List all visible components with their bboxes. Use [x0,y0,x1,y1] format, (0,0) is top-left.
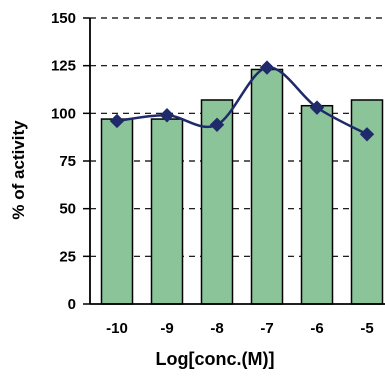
bar [150,118,184,305]
y-tick-label: 150 [51,10,76,27]
x-tick-label: -7 [260,320,273,337]
line-point-marker [159,108,175,123]
bar [300,104,334,305]
y-tick-label: 75 [59,153,76,170]
axis-layer: 0 25 50 75 100 125 150 -10 -9 -8 -7 -6 -5 [51,10,385,337]
y-tick-label: 50 [59,201,76,218]
x-axis-label: Log[conc.(M)] [156,349,275,369]
line-layer [109,60,375,142]
line-point-marker [359,127,375,142]
line-point-marker [109,113,125,129]
x-tick-label: -8 [210,320,223,337]
x-tick-label: -6 [310,320,323,337]
line-point-marker [309,100,325,115]
bar [100,118,134,305]
y-tick-label: 0 [68,296,76,313]
y-axis-label: % of activity [9,120,28,220]
x-tick-label: -9 [160,320,173,337]
bar [250,68,284,305]
x-tick-label: -5 [360,320,373,337]
line-point-marker [209,117,225,132]
grid-layer [90,17,385,257]
line-point-marker [259,60,275,75]
bar-layer [100,68,384,305]
y-tick-label: 100 [51,105,76,122]
y-tick-label: 25 [59,248,76,265]
x-tick-label: -10 [106,320,128,337]
y-tick-label: 125 [51,58,76,75]
